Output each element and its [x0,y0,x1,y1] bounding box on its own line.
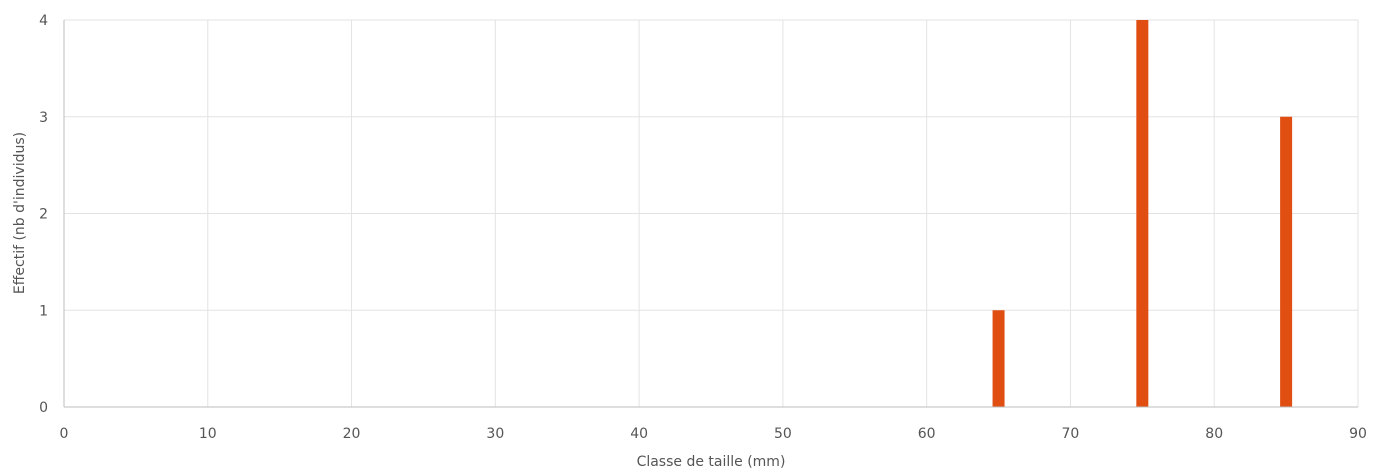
x-tick-label: 90 [1349,426,1367,442]
x-tick-label: 10 [199,426,217,442]
y-tick-label: 0 [39,400,48,416]
bar [1136,20,1149,407]
y-tick-label: 4 [39,13,48,29]
bar [1280,116,1293,407]
x-tick-label: 40 [630,426,648,442]
x-tick-label: 70 [1062,426,1080,442]
y-tick-label: 1 [39,303,48,319]
tick-labels: 0 10 20 30 40 50 60 70 80 90 0 1 2 3 4 [39,13,1367,442]
y-tick-label: 3 [39,110,48,126]
x-tick-label: 30 [486,426,504,442]
grid [64,19,1359,407]
x-tick-label: 80 [1205,426,1223,442]
x-tick-label: 20 [343,426,361,442]
x-tick-label: 60 [918,426,936,442]
axes [63,20,1358,408]
x-axis-title: Classe de taille (mm) [637,454,786,470]
y-axis-title: Effectif (nb d'individus) [12,132,28,294]
x-tick-label: 50 [774,426,792,442]
x-tick-label: 0 [60,426,69,442]
bars [992,20,1293,407]
y-tick-label: 2 [39,207,48,223]
bar [992,310,1005,407]
